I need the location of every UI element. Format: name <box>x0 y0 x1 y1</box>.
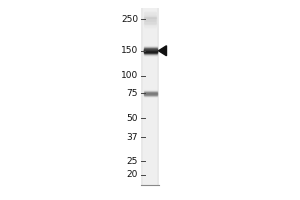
Polygon shape <box>158 46 166 56</box>
Text: 75: 75 <box>127 89 138 98</box>
Text: 50: 50 <box>127 114 138 123</box>
Text: 100: 100 <box>121 71 138 80</box>
Text: 20: 20 <box>127 170 138 179</box>
Text: 250: 250 <box>121 15 138 24</box>
Bar <box>143 8 157 185</box>
Bar <box>141 8 159 185</box>
Text: 37: 37 <box>127 133 138 142</box>
Text: 25: 25 <box>127 157 138 166</box>
Text: 150: 150 <box>121 46 138 55</box>
